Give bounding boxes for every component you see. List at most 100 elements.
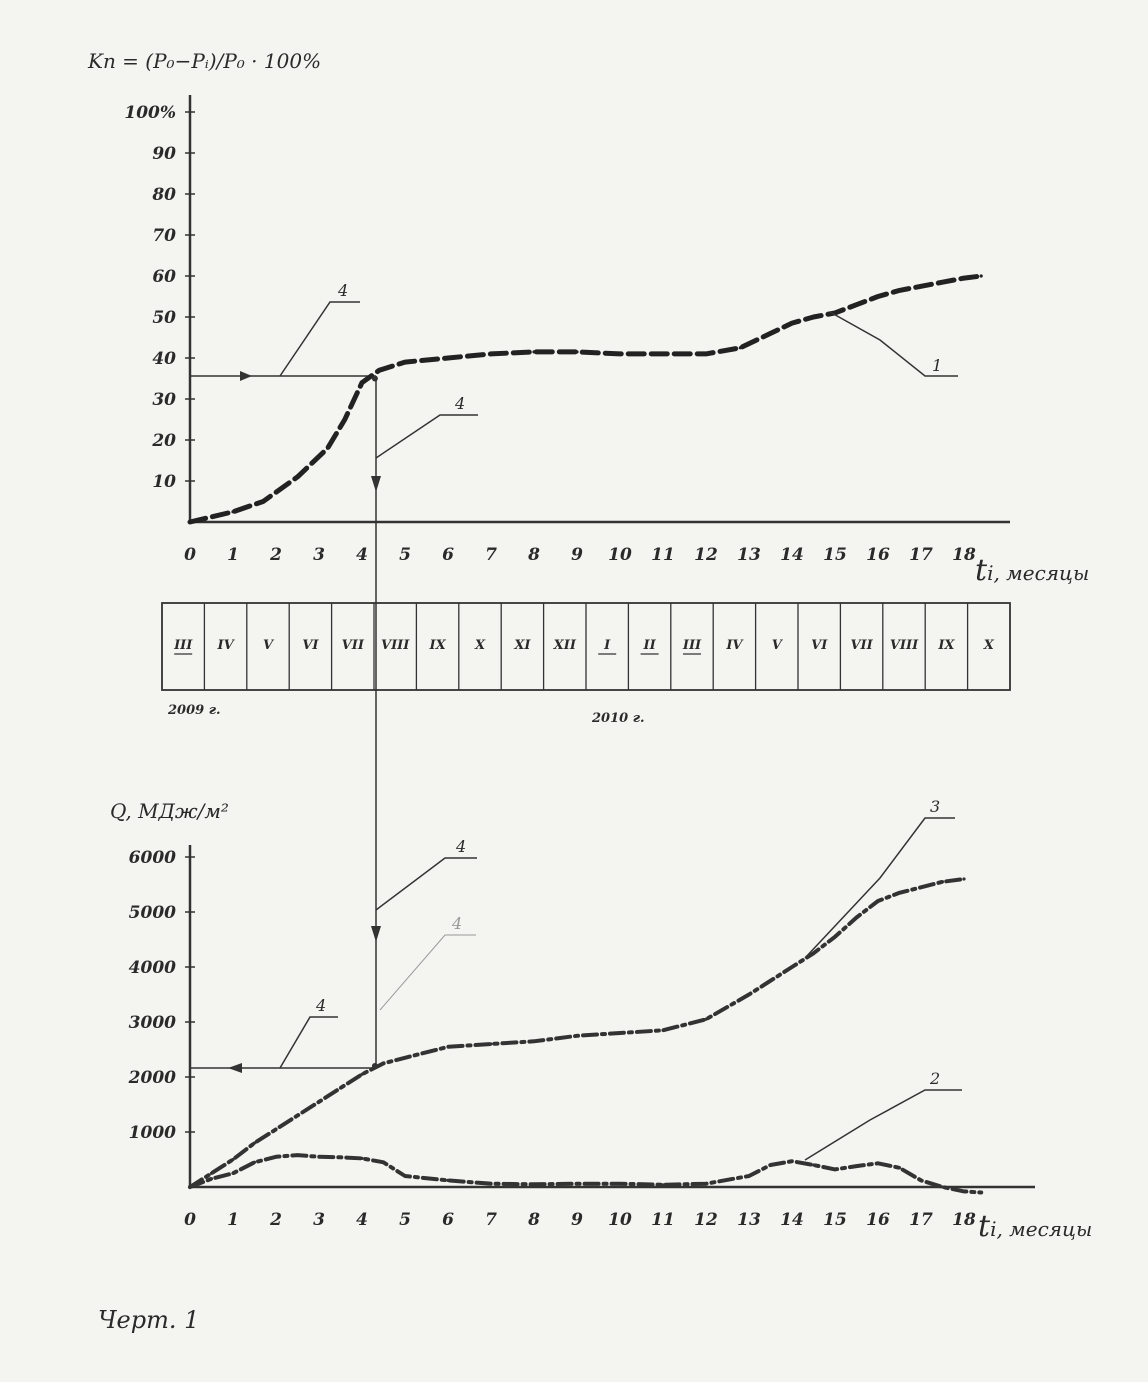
top-series-point-1 <box>261 499 265 504</box>
bottom-y-tick-label: 1000 <box>129 1123 176 1143</box>
top-series-point-1 <box>343 417 347 422</box>
bottom-series-point-2 <box>962 1189 966 1193</box>
bottom-series-line-2 <box>188 1153 984 1195</box>
top-x-tick-label: 5 <box>399 545 411 565</box>
calendar-month-label: I <box>603 638 611 653</box>
bottom-x-tick-label: 18 <box>952 1210 976 1230</box>
bottom-series-point-2 <box>876 1161 880 1165</box>
bottom-series-point-2 <box>381 1160 386 1164</box>
bottom-x-tick-label: 8 <box>527 1210 540 1230</box>
calendar-month-label: XII <box>553 638 577 653</box>
bottom-x-tick-label: 14 <box>780 1210 804 1230</box>
bottom-x-tick-label: 10 <box>608 1210 632 1230</box>
bottom-series-point-3 <box>575 1034 579 1038</box>
callout-label-4-mid: 4 <box>454 394 465 413</box>
bottom-series-point-2 <box>403 1174 407 1178</box>
top-y-tick-label: 50 <box>152 308 176 328</box>
bottom-series-point-2 <box>231 1171 235 1175</box>
callout-label-4-lower: 4 <box>315 996 326 1015</box>
top-x-tick-label: 10 <box>608 545 632 565</box>
callout-label-2: 2 <box>929 1069 940 1088</box>
bottom-callouts <box>279 817 962 1161</box>
top-series-point-1 <box>575 350 579 354</box>
bottom-series-point-3 <box>940 880 945 884</box>
callout-leader-1 <box>829 311 958 377</box>
bottom-y-tick-label: 6000 <box>129 848 176 868</box>
bottom-series-point-3 <box>790 965 794 969</box>
top-x-tick-label: 11 <box>651 545 675 565</box>
top-x-tick-label: 2 <box>269 545 282 565</box>
bottom-reference-point <box>371 1063 378 1069</box>
callout-leader-3 <box>804 817 955 959</box>
top-y-ticks: 10 20 30 40 50 60 70 80 90 100% <box>124 103 195 492</box>
top-series-point-1 <box>446 356 450 360</box>
bottom-series-point-3 <box>833 935 837 939</box>
top-y-tick-label: 10 <box>152 472 176 492</box>
top-y-tick-label: 100% <box>124 103 176 123</box>
top-x-tick-label: 9 <box>571 545 583 565</box>
bottom-series-point-3 <box>919 885 923 889</box>
top-series-line-1 <box>187 273 984 525</box>
callout-label-3: 3 <box>930 797 940 816</box>
bottom-series-point-3 <box>811 951 816 955</box>
bottom-series-point-2 <box>209 1177 214 1181</box>
bottom-series-point-2 <box>833 1167 837 1171</box>
calendar-month-label: II <box>643 638 657 653</box>
bottom-x-tick-label: 1 <box>227 1210 239 1230</box>
top-x-tick-label: 8 <box>527 545 540 565</box>
bottom-series-point-2 <box>489 1182 493 1186</box>
bottom-series-point-3 <box>897 891 902 895</box>
top-x-tick-label: 4 <box>356 545 368 565</box>
bottom-series-point-2 <box>747 1174 751 1178</box>
vertical-arrow-bottom <box>371 926 381 942</box>
bottom-series-point-2 <box>188 1185 192 1189</box>
bottom-x-axis-title: ti, месяцы <box>978 1209 1092 1244</box>
callout-label-4-upper: 4 <box>455 837 466 856</box>
year-label-2009: 2009 г. <box>167 703 221 718</box>
bottom-y-tick-label: 3000 <box>129 1013 176 1033</box>
bottom-series-point-2 <box>575 1182 579 1186</box>
bottom-y-axis-title: Q, МДж/м² <box>110 799 229 823</box>
top-series-point-1 <box>768 331 773 335</box>
calendar-month-label: VII <box>342 638 365 653</box>
top-x-axis-title: ti, месяцы <box>975 553 1089 588</box>
bottom-series-point-2 <box>979 1190 983 1195</box>
figure-caption: Черт. 1 <box>98 1306 199 1334</box>
callout-label-4-top: 4 <box>337 281 348 300</box>
callout-leader-2 <box>804 1089 962 1161</box>
top-x-tick-label: 12 <box>694 545 718 565</box>
top-y-tick-label: 40 <box>152 349 176 369</box>
bottom-x-ticks: 0 1 2 3 4 5 6 7 8 9 10 11 12 13 14 15 16 17 18 <box>184 1210 976 1230</box>
bottom-series-point-2 <box>252 1160 257 1164</box>
calendar-month-label: V <box>772 638 784 653</box>
top-series-point-1 <box>979 274 983 278</box>
bottom-series-point-3 <box>618 1031 622 1035</box>
bottom-series-point-3 <box>962 877 966 881</box>
bottom-series-point-3 <box>489 1042 493 1046</box>
top-y-tick-label: 20 <box>151 431 176 451</box>
bottom-series-point-3 <box>252 1141 257 1145</box>
bottom-x-tick-label: 17 <box>909 1210 933 1230</box>
bottom-series-point-2 <box>790 1159 794 1163</box>
bottom-x-tick-label: 13 <box>737 1210 761 1230</box>
top-x-tick-label: 1 <box>227 545 239 565</box>
callout-leader-4-mid <box>375 414 478 459</box>
bottom-x-tick-label: 16 <box>866 1210 890 1230</box>
calendar-month-label: IV <box>725 638 744 653</box>
calendar-strip: III IV V VI VII VIII IX X XI XII I II III IV V VI VII VII… <box>161 602 1011 726</box>
top-x-tick-label: 13 <box>737 545 761 565</box>
callout-label-4-faint: 4 <box>451 914 462 933</box>
top-x-ticks: 0 1 2 3 4 5 6 7 8 9 10 11 12 13 14 15 16 17 18 <box>184 545 976 565</box>
bottom-series-point-2 <box>446 1178 450 1182</box>
bottom-series-point-3 <box>747 992 751 997</box>
callout-leader-4-faint <box>379 934 476 1011</box>
bottom-reference-arrow-left <box>228 1063 242 1073</box>
bottom-series-point-3 <box>446 1045 450 1049</box>
top-series-point-1 <box>876 294 880 299</box>
top-series-point-1 <box>919 284 923 288</box>
top-series-point-1 <box>940 280 945 284</box>
bottom-series-point-3 <box>854 915 859 920</box>
top-x-tick-label: 15 <box>823 545 847 565</box>
top-x-tick-label: 17 <box>909 545 933 565</box>
